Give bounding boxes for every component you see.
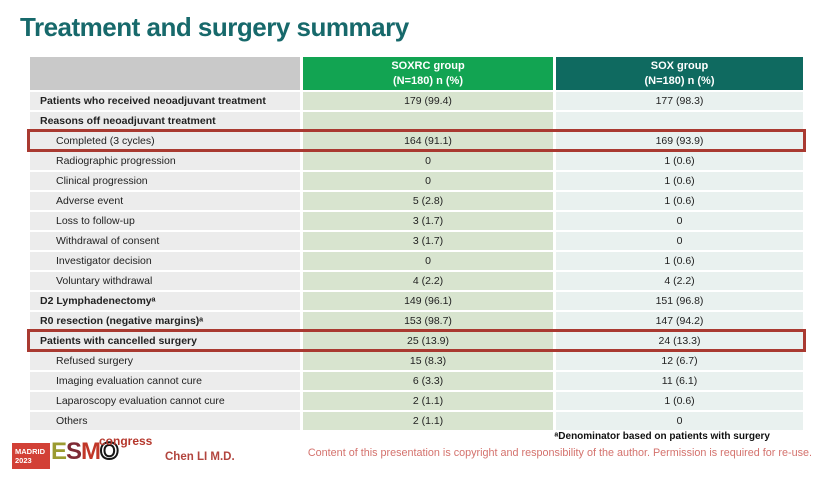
soxrc-value-cell: 153 (98.7) [303,312,553,330]
table-row: Clinical progression 0 1 (0.6) [30,172,803,190]
soxrc-group-name: SOXRC group [391,60,465,73]
sox-value-cell: 24 (13.3) [556,332,803,350]
row-label-cell: Adverse event [30,192,300,210]
table-row: Investigator decision 0 1 (0.6) [30,252,803,270]
table-body: Patients who received neoadjuvant treatm… [27,92,806,430]
table-row: Others 2 (1.1) 0 [30,412,803,430]
sox-value-cell: 1 (0.6) [556,172,803,190]
row-label-cell: Patients who received neoadjuvant treatm… [30,92,300,110]
sox-value-cell: 1 (0.6) [556,252,803,270]
soxrc-value-cell: 4 (2.2) [303,272,553,290]
table-row: Reasons off neoadjuvant treatment [30,112,803,130]
sox-group-n: (N=180) n (%) [644,74,715,87]
table-header-row: SOXRC group (N=180) n (%) SOX group (N=1… [30,57,803,90]
sox-value-cell: 0 [556,232,803,250]
venue-city: MADRID [15,447,45,456]
row-label-cell: Reasons off neoadjuvant treatment [30,112,300,130]
row-label-cell: Completed (3 cycles) [30,132,300,150]
author-name: Chen LI M.D. [165,451,235,463]
soxrc-value-cell: 2 (1.1) [303,392,553,410]
table-row: Completed (3 cycles) 164 (91.1) 169 (93.… [27,129,806,152]
sox-group-name: SOX group [650,60,709,73]
soxrc-value-cell: 3 (1.7) [303,212,553,230]
soxrc-value-cell: 0 [303,152,553,170]
soxrc-value-cell: 6 (3.3) [303,372,553,390]
congress-label: congress [99,434,153,448]
table-row: R0 resection (negative margins)ᵃ 153 (98… [30,312,803,330]
esmo-letter-e: E [51,438,67,465]
soxrc-value-cell: 25 (13.9) [303,332,553,350]
row-label-cell: Investigator decision [30,252,300,270]
row-label-cell: Patients with cancelled surgery [30,332,300,350]
table-row: Radiographic progression 0 1 (0.6) [30,152,803,170]
slide-title: Treatment and surgery summary [20,12,409,42]
row-label-cell: Clinical progression [30,172,300,190]
sox-value-cell: 1 (0.6) [556,152,803,170]
esmo-letter-m: M [81,438,101,465]
soxrc-value-cell [303,112,553,130]
sox-value-cell: 12 (6.7) [556,352,803,370]
row-label-cell: Loss to follow-up [30,212,300,230]
row-label-cell: Laparoscopy evaluation cannot cure [30,392,300,410]
row-label-cell: Imaging evaluation cannot cure [30,372,300,390]
table-row: D2 Lymphadenectomyᵃ 149 (96.1) 151 (96.8… [30,292,803,310]
soxrc-value-cell: 0 [303,172,553,190]
table-row: Voluntary withdrawal 4 (2.2) 4 (2.2) [30,272,803,290]
venue-year: 2023 [15,456,32,465]
soxrc-group-n: (N=180) n (%) [393,74,463,87]
table-row: Patients who received neoadjuvant treatm… [30,92,803,110]
sox-value-cell: 147 (94.2) [556,312,803,330]
soxrc-value-cell: 15 (8.3) [303,352,553,370]
table-footnote: ᵃDenominator based on patients with surg… [554,431,770,442]
esmo-logo: ESMO [51,438,120,465]
header-soxrc-group: SOXRC group (N=180) n (%) [303,57,553,90]
sox-value-cell [556,112,803,130]
table-row: Refused surgery 15 (8.3) 12 (6.7) [30,352,803,370]
row-label-cell: Refused surgery [30,352,300,370]
sox-value-cell: 177 (98.3) [556,92,803,110]
sox-value-cell: 11 (6.1) [556,372,803,390]
row-label-cell: Radiographic progression [30,152,300,170]
sox-value-cell: 1 (0.6) [556,192,803,210]
soxrc-value-cell: 164 (91.1) [303,132,553,150]
soxrc-value-cell: 3 (1.7) [303,232,553,250]
row-label-cell: Voluntary withdrawal [30,272,300,290]
row-label-cell: Others [30,412,300,430]
soxrc-value-cell: 149 (96.1) [303,292,553,310]
soxrc-value-cell: 179 (99.4) [303,92,553,110]
table-row: Loss to follow-up 3 (1.7) 0 [30,212,803,230]
sox-value-cell: 0 [556,412,803,430]
sox-value-cell: 0 [556,212,803,230]
soxrc-value-cell: 5 (2.8) [303,192,553,210]
esmo-madrid-2023-badge: MADRID 2023 [12,443,50,469]
sox-value-cell: 1 (0.6) [556,392,803,410]
esmo-letter-o: O [99,438,120,465]
esmo-letter-s: S [66,438,82,465]
table-row: Laparoscopy evaluation cannot cure 2 (1.… [30,392,803,410]
soxrc-value-cell: 0 [303,252,553,270]
row-label-cell: R0 resection (negative margins)ᵃ [30,312,300,330]
soxrc-value-cell: 2 (1.1) [303,412,553,430]
row-label-cell: Withdrawal of consent [30,232,300,250]
header-sox-group: SOX group (N=180) n (%) [556,57,803,90]
table-row: Withdrawal of consent 3 (1.7) 0 [30,232,803,250]
table-row: Imaging evaluation cannot cure 6 (3.3) 1… [30,372,803,390]
header-empty-cell [30,57,300,90]
sox-value-cell: 151 (96.8) [556,292,803,310]
table-row: Patients with cancelled surgery 25 (13.9… [27,329,806,352]
treatment-summary-table: SOXRC group (N=180) n (%) SOX group (N=1… [27,57,806,432]
table-row: Adverse event 5 (2.8) 1 (0.6) [30,192,803,210]
sox-value-cell: 169 (93.9) [556,132,803,150]
row-label-cell: D2 Lymphadenectomyᵃ [30,292,300,310]
sox-value-cell: 4 (2.2) [556,272,803,290]
copyright-notice: Content of this presentation is copyrigh… [307,447,812,459]
